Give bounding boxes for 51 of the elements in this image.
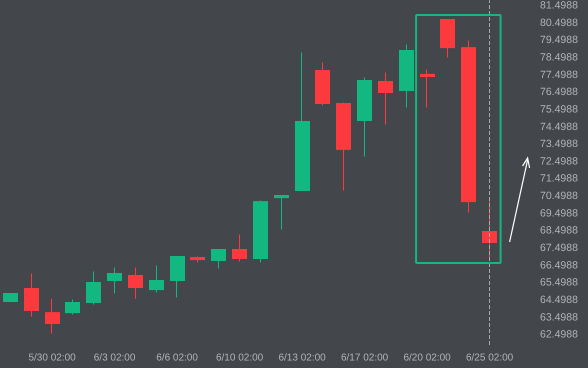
x-tick-label: 6/13 02:00 [278, 352, 326, 364]
candlestick [378, 72, 393, 125]
x-tick-label: 6/20 02:00 [403, 352, 452, 364]
candlestick [315, 62, 330, 106]
candlestick [45, 298, 60, 334]
y-tick-label: 69.4988 [540, 207, 578, 220]
candlestick [170, 256, 185, 298]
y-tick-label: 70.4988 [540, 190, 578, 202]
candlestick [253, 200, 268, 264]
candlestick [295, 52, 310, 191]
candlestick [24, 272, 39, 318]
candlestick [3, 293, 18, 302]
x-tick-label: 6/10 02:00 [216, 352, 264, 364]
y-tick-label: 76.4988 [540, 86, 578, 98]
candlestick [107, 267, 122, 294]
y-tick-label: 63.4988 [540, 311, 578, 324]
candlestick [420, 69, 435, 108]
candlestick [357, 77, 372, 158]
candlestick [65, 298, 80, 316]
x-tick-label: 6/25 02:00 [466, 352, 514, 364]
y-tick-label: 80.4988 [540, 16, 578, 29]
y-tick-label: 78.4988 [540, 51, 578, 64]
y-tick-label: 62.4988 [540, 328, 578, 341]
y-tick-label: 72.4988 [540, 155, 578, 168]
candlestick [336, 102, 351, 191]
y-tick-label: 65.4988 [540, 276, 578, 289]
candlestick [86, 271, 101, 305]
candlestick [232, 234, 247, 262]
y-tick-label: 71.4988 [540, 172, 578, 185]
y-tick-label: 73.4988 [540, 138, 578, 150]
y-tick-label: 75.4988 [540, 103, 578, 116]
candlestick [399, 44, 414, 108]
x-tick-label: 5/30 02:00 [28, 352, 76, 364]
y-tick-label: 68.4988 [540, 224, 578, 237]
candlestick [149, 264, 164, 294]
x-tick-label: 6/3 02:00 [94, 352, 136, 364]
y-tick-label: 79.4988 [540, 34, 578, 46]
candlestick [274, 195, 289, 230]
y-tick-label: 66.4988 [540, 259, 578, 272]
candlestick [128, 267, 143, 300]
candlestick [461, 40, 476, 213]
candlestick [440, 19, 455, 58]
y-tick-label: 74.4988 [540, 120, 578, 133]
y-tick-label: 77.4988 [540, 68, 578, 81]
candlestick [190, 256, 205, 264]
x-tick-label: 6/6 02:00 [156, 352, 198, 364]
x-tick-label: 6/17 02:00 [340, 352, 389, 364]
y-tick-label: 67.4988 [540, 242, 578, 254]
y-tick-label: 64.4988 [540, 294, 578, 306]
y-tick-label: 81.4988 [540, 0, 578, 12]
candlestick [211, 249, 226, 269]
